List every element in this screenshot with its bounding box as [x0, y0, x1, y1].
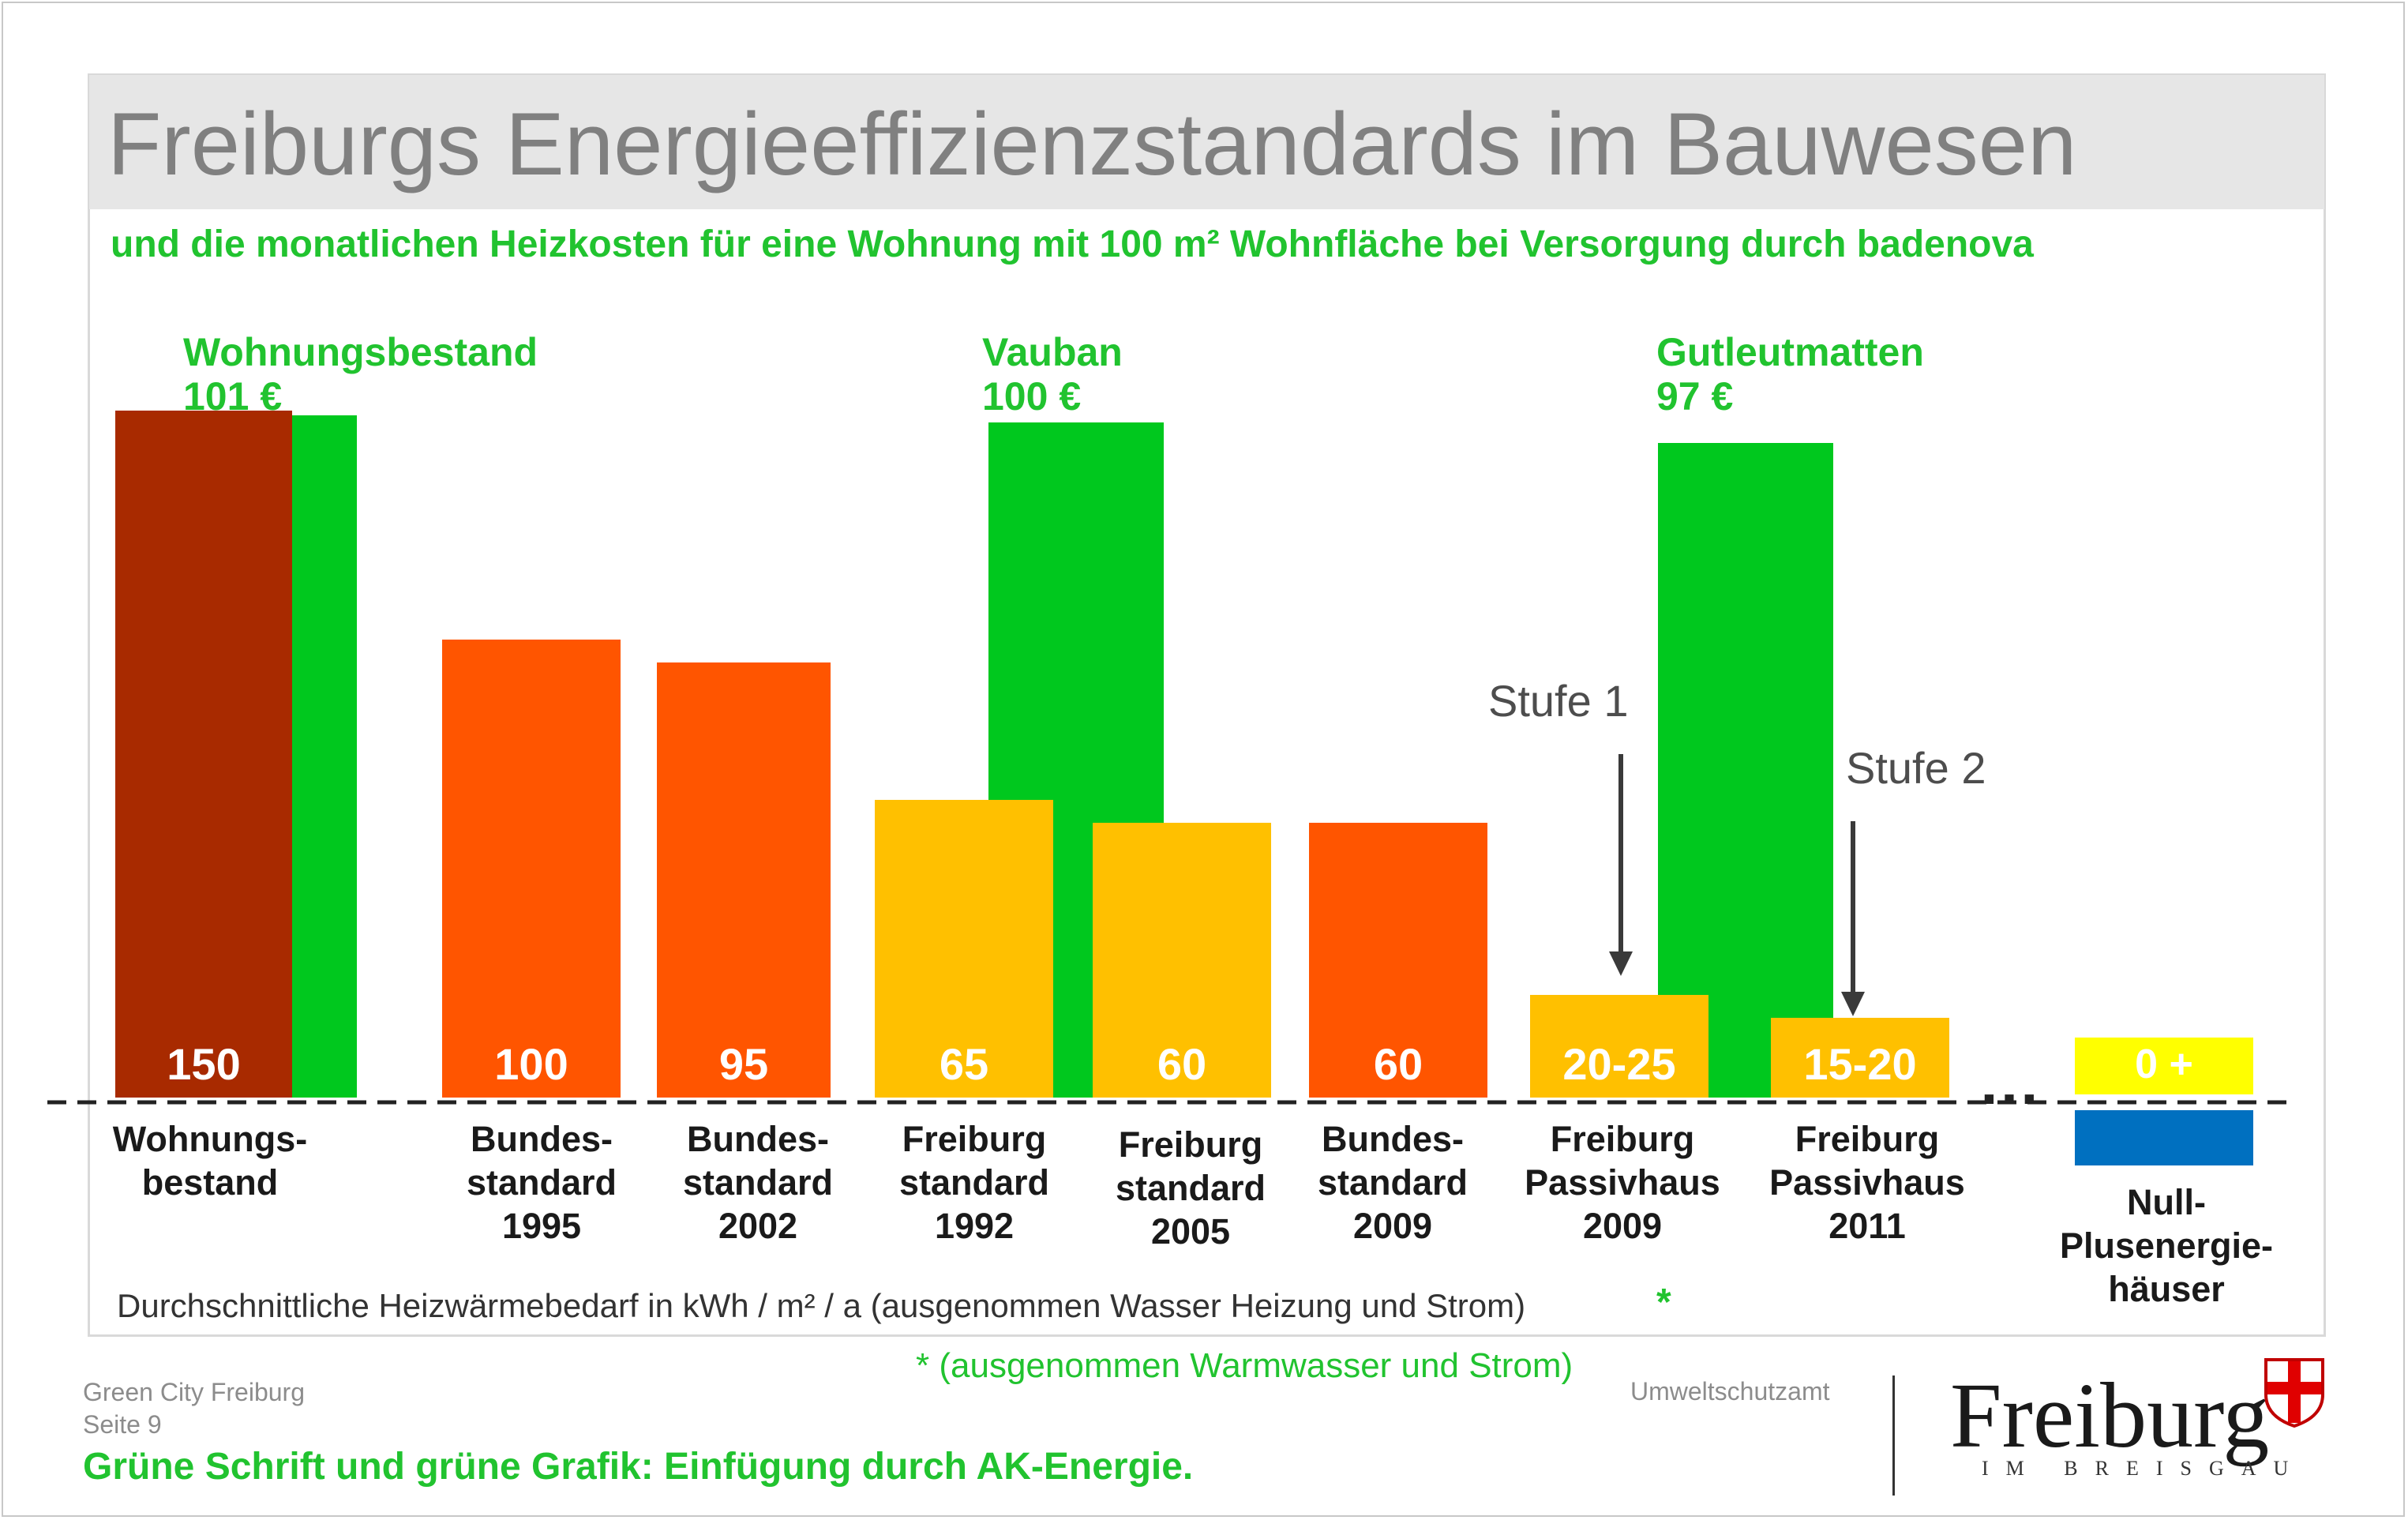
heat-bar-value: 0 +	[2135, 1041, 2193, 1087]
category-label-line: standard	[466, 1162, 617, 1203]
green-label-name: Wohnungsbestand	[183, 330, 538, 374]
heat-bar	[1093, 823, 1271, 1098]
category-label: Freiburg standard 1992	[848, 1117, 1101, 1248]
category-label-line: 1992	[934, 1206, 1015, 1246]
category-label: Freiburg Passivhaus 2011	[1741, 1117, 1994, 1248]
stufe-1-arrow-head	[1609, 951, 1633, 976]
footer-green-note: Grüne Schrift und grüne Grafik: Einfügun…	[83, 1446, 1194, 1488]
heat-bar	[115, 411, 292, 1098]
footer-page-number: Seite 9	[83, 1410, 162, 1439]
content-panel	[88, 73, 2326, 1337]
heat-bar-value: 150	[167, 1039, 241, 1089]
freiburg-shield-icon	[2264, 1358, 2324, 1428]
logo-divider	[1892, 1376, 1895, 1496]
footer-green-city: Green City Freiburg	[83, 1378, 305, 1406]
heat-bar-value: 65	[939, 1039, 989, 1089]
freiburg-logo-subtext: IM BREISGAU	[1982, 1457, 2306, 1480]
green-label-cost: 97 €	[1656, 374, 1734, 418]
heat-bar-negative	[2075, 1110, 2253, 1165]
category-label-line: 2005	[1150, 1211, 1231, 1252]
footer-department: Umweltschutzamt	[1630, 1377, 1830, 1406]
heat-bar	[657, 662, 831, 1098]
category-label-line: Freiburg	[1795, 1119, 1940, 1159]
heat-bar	[442, 640, 621, 1098]
category-label-line: Passivhaus	[1525, 1162, 1720, 1203]
axis-note-star: *	[1656, 1282, 1671, 1323]
category-label-line: bestand	[141, 1162, 279, 1203]
title-band	[89, 75, 2324, 209]
category-label-line: standard	[1115, 1168, 1266, 1208]
heat-bar-value: 100	[494, 1039, 568, 1089]
category-label-line: Null-	[2127, 1182, 2206, 1222]
category-label-line: 1995	[501, 1206, 582, 1246]
heat-bar-value: 15-20	[1803, 1039, 1917, 1089]
heat-bar	[2075, 1038, 2253, 1094]
category-label-line: 2009	[1352, 1206, 1433, 1246]
category-label-line: Bundes-	[687, 1119, 829, 1159]
category-label: Null- Plusenergie-häuser	[2040, 1180, 2293, 1311]
category-label-line: 2011	[1829, 1206, 1906, 1246]
category-label-line: 2009	[1582, 1206, 1663, 1246]
category-label: Freiburg Passivhaus 2009	[1496, 1117, 1749, 1248]
green-label-cost: 100 €	[982, 374, 1082, 418]
category-label: Bundes-standard 2009	[1266, 1117, 1519, 1248]
heat-bar	[1309, 823, 1487, 1098]
category-label-line: Freiburg	[1118, 1124, 1263, 1165]
category-label: Bundes-standard 2002	[632, 1117, 884, 1248]
footnote: * (ausgenommen Warmwasser und Strom)	[916, 1346, 1573, 1385]
heat-bar-value: 95	[718, 1039, 769, 1089]
category-label: Bundes-standard 1995	[415, 1117, 668, 1248]
category-label-line: Freiburg	[1550, 1119, 1695, 1159]
heat-bar	[1771, 1017, 1949, 1098]
category-label-line: standard	[898, 1162, 1050, 1203]
category-label-line: Freiburg	[902, 1119, 1047, 1159]
page-subtitle: und die monatlichen Heizkosten für eine …	[111, 223, 2034, 265]
freiburg-logo-text: Freiburg	[1950, 1364, 2270, 1467]
green-label-name: Vauban	[982, 330, 1123, 374]
category-label-line: Passivhaus	[1769, 1162, 1965, 1203]
cost-bar	[1658, 442, 1833, 1098]
category-label-line: Bundes-	[1322, 1119, 1464, 1159]
category-label-line: Bundes-	[471, 1119, 613, 1159]
green-label-gutleutmatten: Gutleutmatten 97 €	[1656, 330, 1924, 418]
category-label-line: häuser	[2108, 1269, 2225, 1309]
heat-bar	[1530, 994, 1708, 1098]
heat-bar-value: 20-25	[1562, 1039, 1676, 1089]
ellipsis: …	[1978, 1047, 2041, 1117]
heat-bar-value: 60	[1157, 1039, 1207, 1089]
category-label-line: standard	[1317, 1162, 1468, 1203]
green-label-vauban: Vauban 100 €	[982, 330, 1123, 418]
stufe-2-arrow-head	[1841, 992, 1865, 1016]
category-label-line: Wohnungs-	[112, 1119, 308, 1159]
stufe-1-label: Stufe 1	[1488, 676, 1629, 726]
category-label-line: 2002	[718, 1206, 798, 1246]
axis-note: Durchschnittliche Heizwärmebedarf in kWh…	[117, 1287, 1526, 1324]
heat-bar	[875, 800, 1053, 1098]
category-label: Wohnungs-bestand	[84, 1117, 336, 1204]
stufe-2-label: Stufe 2	[1846, 743, 1986, 793]
green-label-name: Gutleutmatten	[1656, 330, 1924, 374]
category-label-line: Plusenergie-	[2059, 1225, 2274, 1266]
category-label: Freiburg standard 2005	[1064, 1123, 1317, 1253]
category-label-line: standard	[682, 1162, 834, 1203]
page-title: Freiburgs Energieeffizienzstandards im B…	[107, 95, 2077, 193]
heat-bar-value: 60	[1373, 1039, 1423, 1089]
